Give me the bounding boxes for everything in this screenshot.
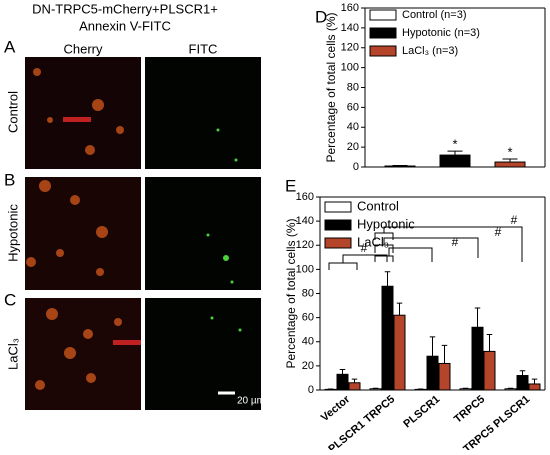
y-tick-label: 60 bbox=[347, 101, 359, 113]
y-tick-label: 20 bbox=[302, 360, 314, 372]
bar bbox=[472, 327, 483, 390]
legend-label: Hypotonic bbox=[357, 216, 415, 231]
legend-label: Control (n=3) bbox=[402, 9, 467, 21]
y-tick-label: 40 bbox=[347, 121, 359, 133]
bar bbox=[385, 166, 415, 167]
bar bbox=[370, 389, 381, 390]
bar bbox=[505, 389, 516, 390]
y-tick-label: 40 bbox=[302, 336, 314, 348]
x-tick-label: PLSCR1 bbox=[401, 393, 442, 430]
legend-label: LaCl₃ (n=3) bbox=[402, 45, 458, 57]
annotation: # bbox=[511, 213, 518, 227]
y-tick-label: 80 bbox=[347, 81, 359, 93]
y-tick-label: 120 bbox=[341, 42, 359, 54]
y-tick-label: 60 bbox=[302, 312, 314, 324]
micrographs: 20 µm bbox=[25, 57, 265, 410]
panel-label: B bbox=[4, 170, 15, 189]
error-bar bbox=[340, 369, 346, 374]
legend-swatch bbox=[370, 10, 396, 20]
legend-swatch bbox=[370, 28, 396, 38]
bar bbox=[484, 351, 495, 390]
y-tick-label: 160 bbox=[296, 191, 314, 203]
error-bar bbox=[448, 151, 463, 155]
y-tick-label: 0 bbox=[308, 384, 314, 396]
x-tick-label: Vector bbox=[319, 393, 353, 424]
bar bbox=[439, 363, 450, 390]
y-tick-label: 0 bbox=[353, 161, 359, 173]
title-line: Annexin V-FITC bbox=[79, 18, 171, 33]
scale-bar-label: 20 µm bbox=[237, 396, 265, 407]
y-tick-label: 140 bbox=[341, 22, 359, 34]
bar bbox=[440, 155, 470, 167]
bar bbox=[394, 315, 405, 390]
legend-swatch bbox=[370, 46, 396, 56]
bar bbox=[337, 374, 348, 390]
error-bar bbox=[442, 345, 448, 363]
error-bar bbox=[385, 272, 391, 286]
bar bbox=[460, 389, 471, 390]
y-tick-label: 80 bbox=[302, 287, 314, 299]
annotation: # bbox=[452, 235, 459, 249]
bar bbox=[349, 383, 360, 390]
row-label: Hypotonic bbox=[5, 204, 20, 262]
y-axis-label: Percentage of total cells (%) bbox=[284, 218, 298, 368]
bar bbox=[529, 384, 540, 390]
error-bar bbox=[487, 335, 493, 352]
bar bbox=[427, 356, 438, 390]
error-bar bbox=[520, 371, 526, 376]
y-tick-label: 140 bbox=[296, 215, 314, 227]
y-axis-label: Percentage of total cells (%) bbox=[324, 12, 338, 162]
error-bar bbox=[352, 379, 358, 383]
error-bar bbox=[397, 303, 403, 315]
y-tick-label: 100 bbox=[296, 263, 314, 275]
annotation: * bbox=[452, 137, 457, 152]
column-header: Cherry bbox=[63, 41, 103, 56]
row-label: LaCl₃ bbox=[5, 338, 20, 370]
y-tick-label: 20 bbox=[347, 141, 359, 153]
x-tick-label: TRPC5 bbox=[452, 393, 487, 425]
bar bbox=[495, 162, 525, 167]
legend-swatch bbox=[325, 202, 351, 212]
error-bar bbox=[430, 337, 436, 356]
error-bar bbox=[475, 308, 481, 327]
column-header: FITC bbox=[189, 41, 218, 56]
panel-label: E bbox=[285, 176, 296, 195]
panel-label: C bbox=[4, 290, 16, 309]
legend-swatch bbox=[325, 238, 351, 248]
legend-label: LaCl₃ bbox=[357, 234, 389, 249]
legend-label: Hypotonic (n=3) bbox=[402, 27, 480, 39]
row-label: Control bbox=[5, 91, 20, 133]
bar bbox=[517, 376, 528, 390]
title-line: DN-TRPC5-mCherry+PLSCR1+ bbox=[32, 1, 218, 16]
y-tick-label: 160 bbox=[341, 2, 359, 14]
bar bbox=[382, 286, 393, 390]
legend-label: Control bbox=[357, 198, 399, 213]
error-bar bbox=[532, 379, 538, 384]
y-tick-label: 100 bbox=[341, 62, 359, 74]
annotation: * bbox=[507, 144, 512, 159]
panel-label: A bbox=[4, 37, 16, 56]
y-tick-label: 120 bbox=[296, 239, 314, 251]
annotation: # bbox=[495, 225, 502, 239]
legend-swatch bbox=[325, 220, 351, 230]
